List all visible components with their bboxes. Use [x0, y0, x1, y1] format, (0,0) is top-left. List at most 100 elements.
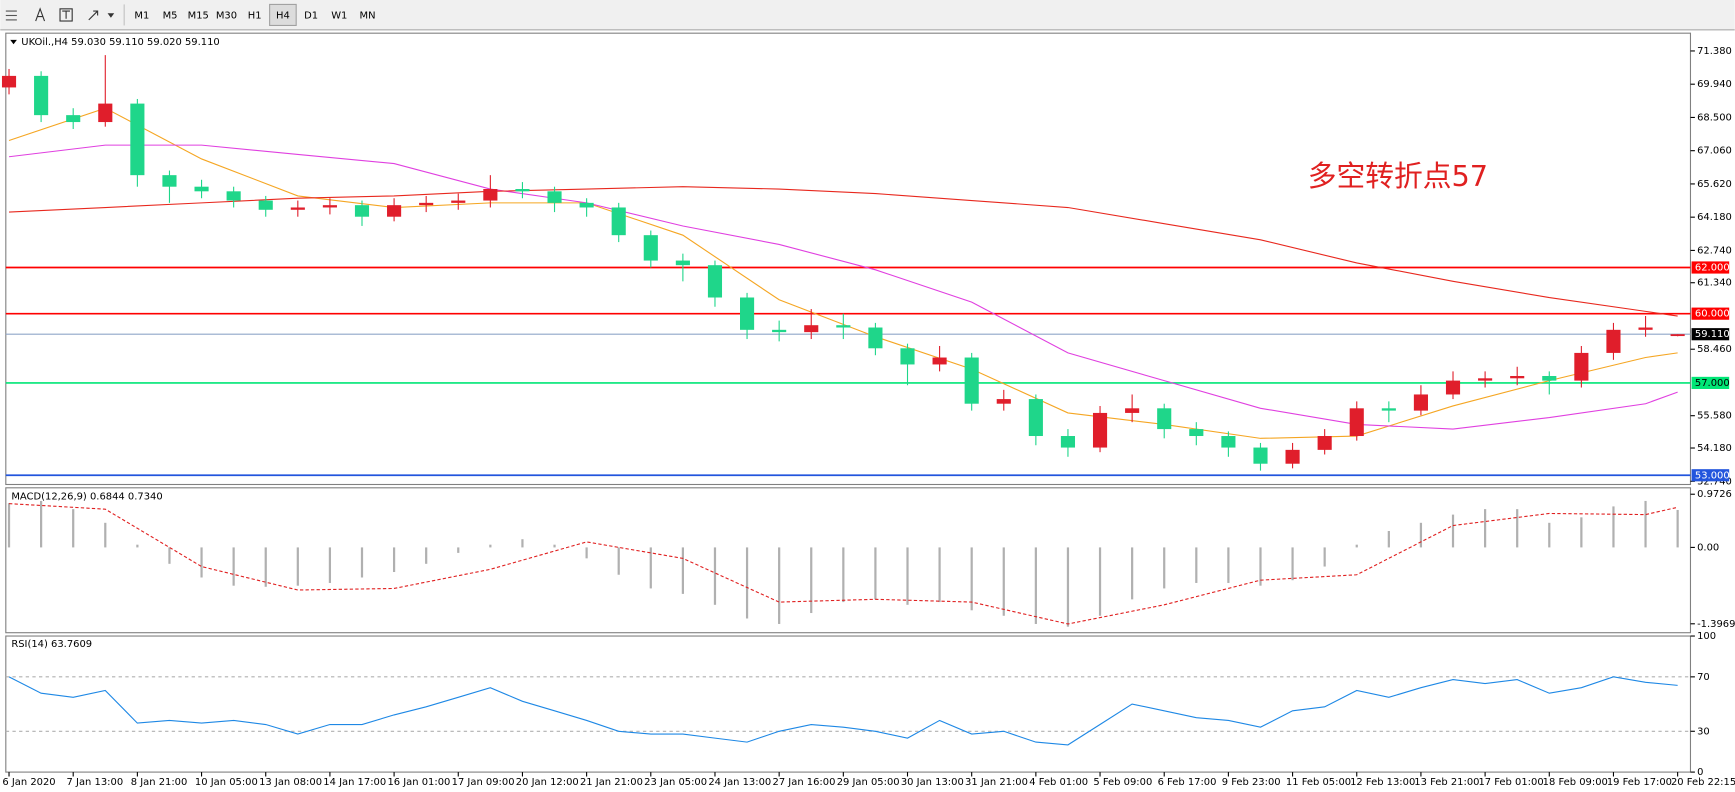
label-tool-icon[interactable]	[59, 8, 73, 22]
y-tick-label: 0.9726	[1697, 489, 1732, 500]
macd-bar	[1098, 547, 1102, 616]
x-tick-label: 13 Jan 08:00	[259, 777, 322, 788]
macd-bar	[906, 547, 909, 605]
candle-body	[611, 207, 626, 236]
panel-menu-arrow[interactable]	[10, 39, 17, 45]
y-tick-label: 61.340	[1697, 278, 1732, 289]
level-tag	[1691, 376, 1730, 390]
arrow-tool-icon[interactable]	[88, 10, 115, 21]
timeframe-button[interactable]	[269, 3, 297, 26]
macd-bar	[938, 547, 941, 603]
signal-line	[8, 503, 1678, 625]
timeframe-label[interactable]: W1	[331, 10, 347, 21]
macd-bar	[1419, 522, 1423, 548]
level-tag	[1691, 328, 1730, 341]
macd-bar	[1355, 544, 1358, 548]
macd-bar	[104, 522, 107, 548]
candle-body	[1445, 380, 1461, 395]
candle-body	[258, 200, 273, 210]
y-tick-label: 64.180	[1697, 212, 1732, 223]
candle-body	[1092, 412, 1108, 448]
x-tick-label: 23 Jan 05:00	[644, 777, 707, 788]
timeframe-label[interactable]: H4	[276, 10, 290, 21]
macd-bar	[1580, 517, 1583, 548]
x-tick-label: 12 Feb 13:00	[1350, 777, 1415, 788]
candle-body	[483, 189, 498, 201]
candle-body	[804, 325, 819, 333]
timeframe-label[interactable]: H1	[248, 10, 262, 21]
macd-bar	[1644, 500, 1647, 548]
level-label: 60.000	[1695, 309, 1730, 320]
macd-bar	[1291, 547, 1294, 581]
candle-body	[1253, 447, 1268, 464]
macd-bar	[874, 547, 877, 600]
moving-average	[8, 186, 1678, 317]
x-tick-label: 4 Feb 01:00	[1029, 777, 1088, 788]
x-tick-label: 10 Jan 05:00	[195, 777, 258, 788]
x-tick-label: 20 Feb 22:15	[1671, 777, 1735, 788]
x-tick-label: 5 Feb 09:00	[1093, 777, 1152, 788]
candle-body	[1478, 378, 1493, 381]
macd-bar	[745, 547, 749, 619]
x-tick-label: 29 Jan 05:00	[837, 777, 900, 788]
macd-header: MACD(12,26,9) 0.6844 0.7340	[11, 492, 162, 503]
x-tick-label: 24 Jan 13:00	[708, 777, 771, 788]
timeframe-label[interactable]: M5	[163, 10, 178, 21]
y-tick-label: 69.940	[1697, 79, 1732, 90]
candle-body	[419, 202, 434, 206]
y-tick-label: 54.180	[1697, 443, 1732, 454]
candle-body	[322, 205, 337, 208]
macd-bar	[40, 500, 43, 548]
macd-bar	[970, 547, 973, 611]
macd-bar	[1483, 509, 1487, 548]
timeframe-label[interactable]: M30	[216, 10, 237, 21]
macd-bar	[232, 547, 235, 586]
candle-body	[1542, 375, 1557, 381]
line-tool-icon[interactable]	[5, 10, 17, 21]
macd-bar	[1516, 509, 1519, 548]
macd-bar	[585, 547, 588, 559]
x-tick-label: 27 Jan 16:00	[773, 777, 836, 788]
macd-bar	[617, 547, 620, 575]
x-tick-label: 9 Feb 23:00	[1222, 777, 1281, 788]
level-label: 62.000	[1695, 262, 1730, 273]
macd-bar	[1034, 547, 1037, 624]
candle-body	[130, 103, 145, 176]
candle-body	[1157, 408, 1172, 430]
x-tick-label: 6 Jan 2020	[2, 777, 55, 788]
candle-body	[1285, 449, 1300, 464]
level-label: 53.000	[1695, 470, 1730, 481]
y-tick-label: 30	[1697, 726, 1710, 737]
y-tick-label: 0	[1697, 767, 1703, 778]
macd-bar	[842, 547, 845, 603]
price-panel	[5, 32, 1692, 486]
macd-bar	[521, 539, 524, 548]
candle-body	[547, 191, 562, 203]
macd-bar	[72, 509, 75, 548]
timeframe-label[interactable]: MN	[360, 10, 376, 21]
macd-bar	[1002, 547, 1005, 616]
macd-bar	[1548, 522, 1551, 548]
timeframe-label[interactable]: M15	[188, 10, 209, 21]
level-label: 57.000	[1695, 378, 1730, 389]
candle-body	[515, 189, 530, 192]
rsi-panel	[5, 635, 1692, 773]
macd-bar	[7, 503, 11, 548]
rsi-header: RSI(14) 63.7609	[11, 639, 92, 650]
macd-bar	[392, 547, 396, 573]
candle-body	[451, 200, 466, 203]
timeframe-label[interactable]: D1	[304, 10, 318, 21]
macd-bar	[1676, 509, 1679, 548]
macd-bar	[296, 547, 299, 586]
timeframe-label[interactable]: M1	[134, 10, 149, 21]
candle-body	[740, 297, 755, 330]
y-tick-label: 65.620	[1697, 179, 1732, 190]
candle-body	[900, 348, 915, 365]
candle-body	[868, 327, 883, 349]
macd-bar	[1451, 514, 1455, 548]
candle-body	[579, 202, 594, 208]
y-tick-label: 67.060	[1697, 146, 1732, 157]
macd-bar	[425, 547, 428, 564]
text-tool-icon[interactable]	[35, 7, 46, 22]
